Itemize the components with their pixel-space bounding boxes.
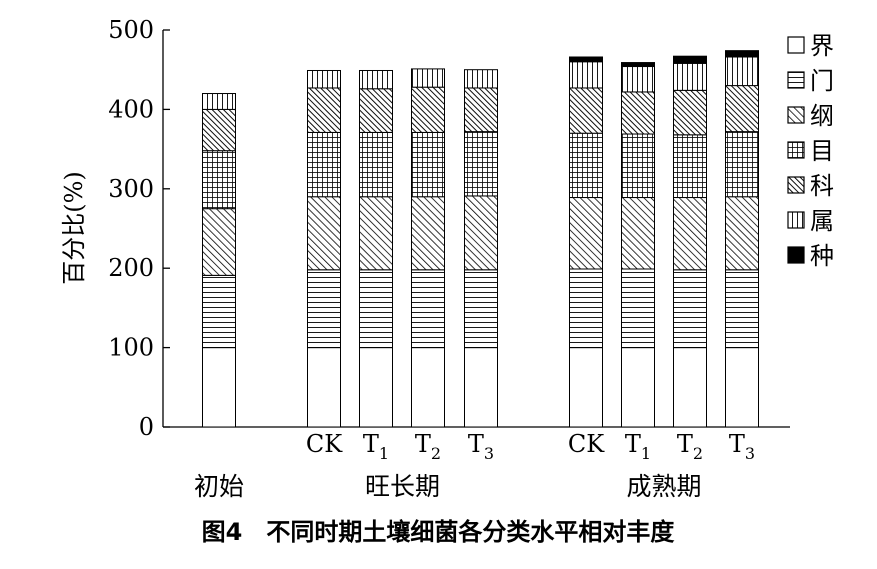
- bar-segment-empty: [202, 347, 236, 428]
- legend-label: 科: [810, 172, 834, 200]
- bar-segment-diag: [307, 196, 341, 271]
- bar-segment-diag: [464, 195, 498, 271]
- group-label: 旺长期: [365, 472, 440, 501]
- bar-segment-vlines: [725, 56, 759, 87]
- y-tick-label: 100: [108, 334, 154, 362]
- bar-segment-diag: [621, 197, 655, 270]
- bar-segment-grid: [307, 131, 341, 198]
- bar-segment-solid: [621, 62, 655, 68]
- bar-segment-vlines: [673, 62, 707, 91]
- bar-segment-diagdense: [673, 89, 707, 136]
- category-label: CK: [568, 430, 605, 458]
- bar-segment-vlines: [569, 61, 603, 89]
- bar-segment-empty: [621, 347, 655, 428]
- bar-segment-diagdense: [725, 85, 759, 133]
- bar-segment-diagdense: [569, 87, 603, 134]
- bar-segment-empty: [411, 347, 445, 428]
- bar-segment-hlines: [307, 269, 341, 349]
- bar-segment-empty: [673, 347, 707, 428]
- bar-segment-diag: [202, 208, 236, 276]
- bar-segment-grid: [464, 131, 498, 197]
- bar-segment-vlines: [411, 68, 445, 88]
- bar-segment-diagdense: [359, 88, 393, 133]
- bar-segment-grid: [621, 133, 655, 199]
- bar-segment-hlines: [621, 268, 655, 349]
- bar-segment-hlines: [411, 269, 445, 349]
- category-label: T2: [415, 430, 441, 463]
- y-tick-label: 300: [108, 175, 154, 203]
- bar-segment-grid: [411, 131, 445, 198]
- legend-swatch: [787, 211, 805, 229]
- category-label: T1: [625, 430, 651, 463]
- bar-segment-grid: [569, 132, 603, 199]
- legend-label: 目: [810, 137, 834, 165]
- category-labels: 初始 CK T1 T2 T3 旺长期 CK T1 T2 T3 成熟期: [194, 430, 755, 501]
- bar-segment-solid: [569, 56, 603, 63]
- y-axis-label: 百分比(%): [60, 171, 88, 285]
- bar-segment-vlines: [359, 69, 393, 90]
- bar-segment-hlines: [569, 268, 603, 349]
- category-label: CK: [306, 430, 343, 458]
- axes: 0 100 200 300 400 500: [108, 16, 790, 441]
- bar-segment-empty: [569, 347, 603, 428]
- category-label: T3: [729, 430, 755, 463]
- bar-segment-vlines: [202, 93, 236, 110]
- bar-segment-diagdense: [621, 91, 655, 135]
- bar-segment-grid: [202, 150, 236, 210]
- legend-label: 属: [810, 207, 834, 235]
- bar-segment-diag: [569, 197, 603, 270]
- category-label: T2: [677, 430, 703, 463]
- y-tick-label: 0: [139, 413, 154, 441]
- legend-swatch: [787, 106, 805, 124]
- bar-segment-vlines: [464, 69, 498, 89]
- bar-segment-hlines: [464, 269, 498, 349]
- bar-segment-diag: [725, 196, 759, 271]
- legend-swatch: [787, 246, 805, 264]
- bar-segment-diag: [673, 197, 707, 271]
- legend-label: 种: [810, 242, 834, 270]
- group-label: 初始: [194, 472, 244, 501]
- legend-label: 纲: [810, 102, 834, 130]
- bar-segment-grid: [673, 134, 707, 199]
- bar-segment-hlines: [725, 269, 759, 349]
- legend-swatch: [787, 71, 805, 89]
- bar-segment-diagdense: [411, 86, 445, 133]
- y-tick-label: 400: [108, 95, 154, 123]
- bar-segment-hlines: [202, 274, 236, 349]
- legend-swatch: [787, 176, 805, 194]
- bar-segment-vlines: [621, 66, 655, 93]
- bar-segment-hlines: [673, 269, 707, 349]
- bar-segment-empty: [359, 347, 393, 428]
- bar-segment-diagdense: [202, 108, 236, 152]
- category-label: T3: [468, 430, 494, 463]
- y-tick-label: 500: [108, 16, 154, 44]
- legend-label: 门: [810, 67, 834, 95]
- y-tick-label: 200: [108, 254, 154, 282]
- bar-segment-diagdense: [464, 87, 498, 133]
- legend-label: 界: [810, 32, 834, 60]
- bar-segment-grid: [359, 131, 393, 198]
- bar-segment-vlines: [307, 69, 341, 89]
- bar-segment-empty: [464, 347, 498, 428]
- bar-segment-empty: [725, 347, 759, 428]
- legend-swatch: [787, 36, 805, 54]
- group-label: 成熟期: [626, 472, 701, 501]
- bar-segment-hlines: [359, 269, 393, 349]
- bar-segment-diag: [411, 196, 445, 271]
- figure-caption: 图4 不同时期土壤细菌各分类水平相对丰度: [202, 518, 676, 546]
- bars: [202, 50, 759, 428]
- category-label: T1: [363, 430, 389, 463]
- bar-segment-empty: [307, 347, 341, 428]
- bar-segment-diagdense: [307, 87, 341, 133]
- bar-segment-diag: [359, 196, 393, 271]
- legend-swatch: [787, 141, 805, 159]
- bar-segment-solid: [673, 55, 707, 64]
- bar-segment-grid: [725, 131, 759, 198]
- bar-segment-solid: [725, 50, 759, 58]
